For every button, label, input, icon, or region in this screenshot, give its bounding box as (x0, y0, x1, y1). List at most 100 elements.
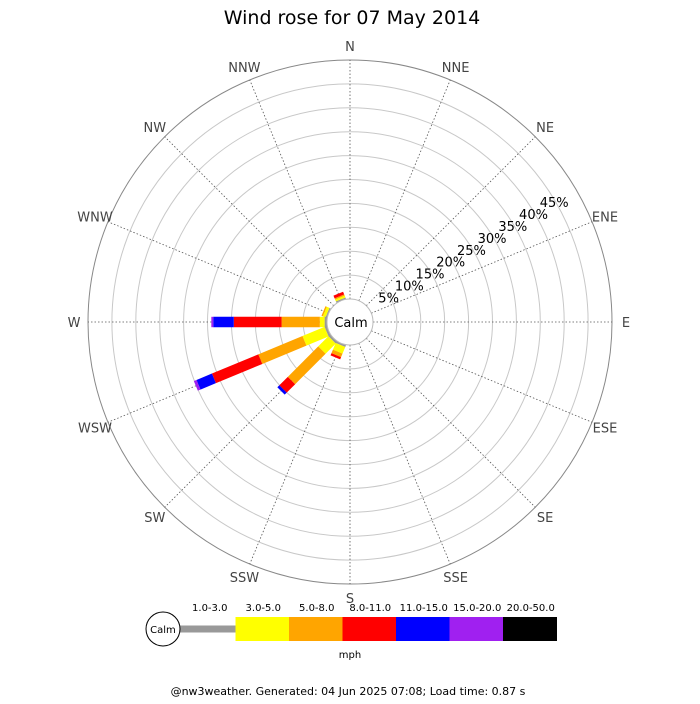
footer-text: @nw3weather. Generated: 04 Jun 2025 07:0… (171, 685, 526, 698)
spoke-nne (358, 79, 451, 301)
spoke-ne (365, 136, 536, 307)
bar-sw-8.0-11.0 (279, 376, 296, 393)
bar-sw-1.0-3.0 (328, 334, 338, 344)
spoke-ene (371, 221, 593, 314)
wind-bars (193, 291, 346, 395)
sector-sw (277, 334, 338, 395)
bar-ssw-3.0-5.0 (332, 343, 346, 354)
speed-legend: Calm 1.0-3.0 3.0-5.0 5.0-8.0 8.0-11.0 11.0-15… (145, 603, 557, 661)
direction-label-ese: ESE (593, 422, 618, 437)
direction-label-n: N (345, 40, 355, 55)
bar-nnw-1.0-3.0 (335, 297, 346, 303)
bar-wsw-11.0-15.0 (196, 373, 216, 390)
legend-swatch-15.0-20.0 (449, 617, 504, 641)
direction-label-se: SE (537, 511, 553, 526)
direction-label-sw: SW (144, 511, 165, 526)
spoke-nnw (249, 79, 342, 301)
legend-calm-circle (145, 611, 181, 647)
legend-label-5.0-8.0: 5.0-8.0 (299, 603, 334, 614)
radial-tick-10: 10% (395, 280, 424, 295)
legend-label-20.0-50.0: 20.0-50.0 (507, 603, 555, 614)
bar-wsw-5.0-8.0 (258, 336, 307, 364)
bar-sw-3.0-5.0 (318, 336, 336, 354)
bar-w-5.0-8.0 (281, 316, 320, 328)
sector-nnw (333, 291, 346, 303)
radial-tick-labels: 5%10%15%20%25%30%35%40%45% (378, 196, 568, 307)
grid-ring-8 (135, 107, 565, 537)
spoke-sse (358, 343, 451, 565)
direction-label-wnw: WNW (77, 210, 113, 225)
bar-sw-11.0-15.0 (277, 385, 287, 395)
bar-sw-5.0-8.0 (287, 346, 326, 385)
legend-label-11.0-15.0: 11.0-15.0 (400, 603, 448, 614)
bar-nnw-3.0-5.0 (335, 295, 346, 302)
sector-wsw (193, 326, 331, 391)
bar-ssw-1.0-3.0 (335, 341, 346, 348)
legend-label-1.0-3.0: 1.0-3.0 (192, 603, 227, 614)
radial-tick-45: 45% (540, 196, 569, 211)
legend-unit: mph (339, 650, 361, 661)
bar-ssw-5.0-8.0 (331, 349, 343, 358)
bar-wnw-3.0-5.0 (322, 306, 330, 318)
bar-w-8.0-11.0 (233, 316, 282, 328)
direction-label-sse: SSE (443, 571, 468, 586)
calm-circle: Calm (326, 298, 374, 346)
legend-swatch-11.0-15.0 (396, 617, 450, 641)
grid-ring-7 (159, 131, 541, 513)
chart-title: Wind rose for 07 May 2014 (224, 7, 481, 29)
bar-w-11.0-15.0 (213, 316, 234, 328)
bar-ssw-8.0-11.0 (330, 353, 342, 360)
radial-tick-5: 5% (378, 292, 399, 307)
bar-wnw-5.0-8.0 (321, 306, 327, 317)
sector-w (211, 316, 327, 328)
direction-label-ssw: SSW (230, 571, 260, 586)
direction-label-nne: NNE (442, 61, 470, 76)
direction-label-s: S (346, 592, 354, 607)
legend-calm-label: Calm (150, 625, 176, 636)
sector-ssw (330, 341, 346, 360)
radial-tick-35: 35% (498, 220, 527, 235)
grid-ring-6 (183, 155, 517, 489)
calm-label: Calm (334, 316, 367, 331)
direction-label-e: E (622, 316, 630, 331)
bar-nnw-5.0-8.0 (334, 294, 345, 300)
radial-tick-25: 25% (457, 244, 486, 259)
bar-w-3.0-5.0 (319, 316, 325, 328)
spoke-nw (164, 136, 335, 307)
legend-label-15.0-20.0: 15.0-20.0 (453, 603, 501, 614)
calm-disc (326, 298, 374, 346)
bar-nnw-8.0-11.0 (333, 291, 345, 299)
radial-tick-30: 30% (478, 232, 507, 247)
bar-wsw-3.0-5.0 (302, 326, 329, 346)
spoke-ese (371, 330, 593, 423)
direction-label-wsw: WSW (78, 422, 112, 437)
sector-wnw (321, 306, 331, 318)
bar-wnw-1.0-3.0 (325, 307, 331, 318)
legend-label-8.0-11.0: 8.0-11.0 (349, 603, 391, 614)
direction-label-w: W (68, 316, 81, 331)
direction-labels: N NNE NE ENE E ESE SE SSE S SSW SW WSW W WNW NW NNW (68, 40, 631, 607)
bar-wsw-1.0-3.0 (324, 326, 331, 337)
legend-swatch-3.0-5.0 (235, 617, 290, 641)
spoke-ssw (249, 343, 342, 565)
radial-tick-15: 15% (416, 268, 445, 283)
legend-label-3.0-5.0: 3.0-5.0 (246, 603, 281, 614)
legend-swatch-8.0-11.0 (342, 617, 397, 641)
radial-tick-20: 20% (436, 256, 465, 271)
spoke-se (365, 337, 536, 508)
direction-label-ene: ENE (592, 210, 618, 225)
bar-wsw-15.0-20.0 (193, 379, 201, 391)
legend-swatch-5.0-8.0 (289, 617, 343, 641)
radial-tick-40: 40% (519, 208, 548, 223)
spoke-wnw (107, 221, 329, 314)
bar-w-15.0-20.0 (211, 316, 214, 328)
bar-wsw-8.0-11.0 (211, 354, 263, 384)
legend-swatch-20.0-50.0 (503, 617, 557, 641)
direction-label-ne: NE (536, 121, 554, 136)
bar-w-1.0-3.0 (324, 316, 327, 328)
direction-label-nnw: NNW (228, 61, 260, 76)
grid-ring-9 (111, 83, 589, 561)
direction-label-nw: NW (144, 121, 167, 136)
